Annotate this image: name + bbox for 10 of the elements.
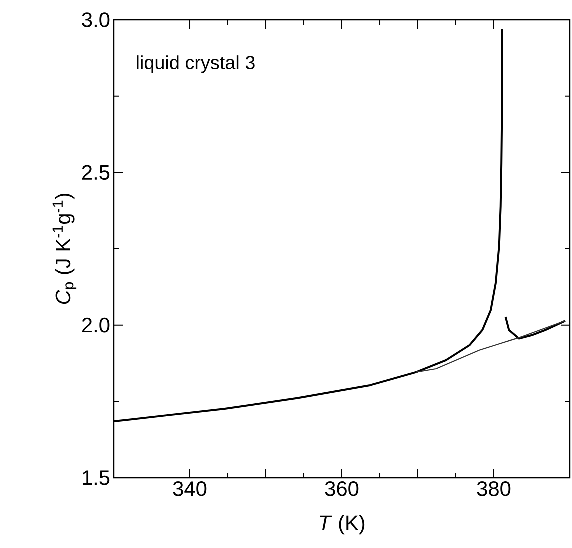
y-tick-label: 1.5 [83,470,110,486]
y-tick-label: 3.0 [82,12,110,28]
y-axis-title: C$_{p}$ (J K$^{-1}$g$^{-1}$) [52,194,77,304]
x-tick-label: 340 [173,482,207,496]
annotation: liquid crystal 3 [137,56,255,74]
x-tick-label: 360 [325,482,359,496]
y-tick-label: 2.0 [82,318,110,333]
y-tick-label: 2.5 [82,165,110,180]
x-tick-label: 380 [477,482,511,496]
x-axis-title: T (K) [320,515,365,535]
